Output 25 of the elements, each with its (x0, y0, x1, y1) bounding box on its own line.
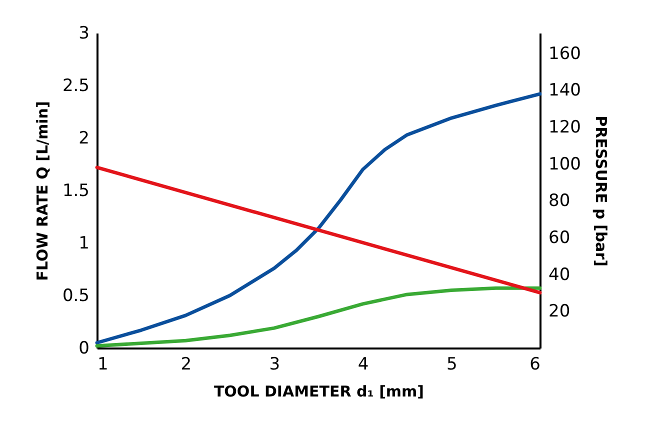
x-tick-label: 5 (446, 354, 458, 374)
x-axis-title: TOOL DIAMETER d₁ [mm] (214, 382, 424, 400)
y-tick-label: 1 (78, 234, 90, 254)
y2-tick-label: 160 (548, 44, 581, 64)
x-tick-label: 6 (530, 354, 540, 374)
x-tick-label: 2 (180, 354, 192, 374)
y-axis-title: FLOW RATE Q [L/min] (33, 101, 52, 281)
y2-tick-label: 140 (548, 80, 581, 101)
x-tick-label: 3 (269, 354, 280, 374)
y2-tick-label: 40 (548, 264, 570, 285)
x-tick-label: 4 (358, 354, 369, 374)
y2-axis-title: PRESSURE p [bar] (592, 116, 610, 266)
y-tick-label: 0.5 (62, 286, 90, 306)
y2-tick-label: 80 (548, 191, 570, 212)
y-tick-label: 2 (78, 128, 90, 148)
y2-tick-label: 60 (548, 228, 570, 248)
y-tick-label: 0 (78, 338, 90, 358)
y-tick-label: 3 (78, 24, 90, 44)
y2-tick-label: 100 (548, 154, 581, 174)
y-tick-label: 1.5 (62, 181, 90, 201)
y-tick-label: 2.5 (62, 76, 90, 96)
y2-tick-label: 120 (548, 117, 581, 138)
line-series (95, 92, 542, 344)
x-tick-label: 1 (98, 354, 108, 374)
y2-tick-label: 20 (548, 302, 570, 322)
